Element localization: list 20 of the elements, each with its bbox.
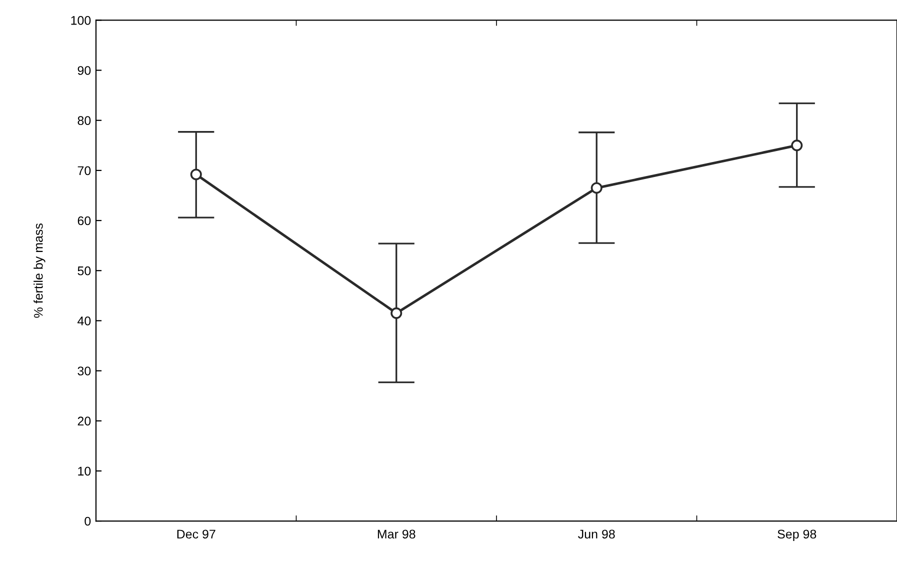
y-tick-label: 0 [84,516,91,526]
y-tick-label: 40 [78,316,91,326]
y-tick-label: 90 [78,66,91,75]
x-tick-label: Mar 98 [378,530,416,539]
point [190,168,202,180]
y-tick-label: 10 [78,466,91,476]
y-axis-title: % fertile by mass [34,223,46,318]
x-tick-label: Jun 98 [578,530,615,539]
y-tick-label: 50 [78,266,91,276]
y-tick-label: 30 [78,366,91,376]
y-tick-label: 60 [78,216,91,226]
y-tick-label: 80 [78,116,91,126]
point [590,182,602,194]
y-tick-label: 20 [78,416,91,426]
y-tick-label: 70 [78,166,91,176]
point [390,307,402,319]
point [791,140,803,152]
x-tick-label: Dec 97 [177,530,216,539]
x-tick-label: Sep 98 [778,530,816,542]
y-tick-label: 100 [71,16,91,25]
